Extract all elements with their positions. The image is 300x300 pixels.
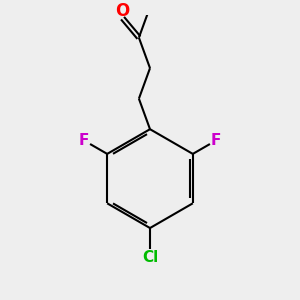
Text: Cl: Cl [142,250,158,265]
Text: F: F [211,133,221,148]
Text: O: O [116,2,130,20]
Text: F: F [79,133,89,148]
